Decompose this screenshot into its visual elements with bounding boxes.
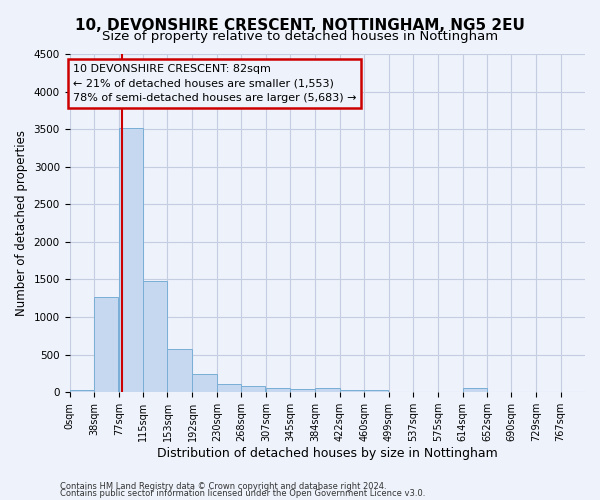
Text: 10, DEVONSHIRE CRESCENT, NOTTINGHAM, NG5 2EU: 10, DEVONSHIRE CRESCENT, NOTTINGHAM, NG5…	[75, 18, 525, 32]
Text: 10 DEVONSHIRE CRESCENT: 82sqm
← 21% of detached houses are smaller (1,553)
78% o: 10 DEVONSHIRE CRESCENT: 82sqm ← 21% of d…	[73, 64, 356, 104]
Text: Contains HM Land Registry data © Crown copyright and database right 2024.: Contains HM Land Registry data © Crown c…	[60, 482, 386, 491]
Bar	[143, 281, 167, 392]
Bar	[316, 388, 340, 392]
X-axis label: Distribution of detached houses by size in Nottingham: Distribution of detached houses by size …	[157, 447, 497, 460]
Bar	[241, 386, 265, 392]
Text: Contains public sector information licensed under the Open Government Licence v3: Contains public sector information licen…	[60, 489, 425, 498]
Bar	[290, 389, 315, 392]
Bar	[70, 390, 94, 392]
Bar	[340, 390, 364, 392]
Bar	[364, 390, 388, 392]
Y-axis label: Number of detached properties: Number of detached properties	[15, 130, 28, 316]
Bar	[217, 384, 241, 392]
Bar	[94, 297, 118, 392]
Bar	[167, 348, 192, 392]
Bar	[119, 128, 143, 392]
Bar	[463, 388, 487, 392]
Text: Size of property relative to detached houses in Nottingham: Size of property relative to detached ho…	[102, 30, 498, 43]
Bar	[193, 374, 217, 392]
Bar	[266, 388, 290, 392]
